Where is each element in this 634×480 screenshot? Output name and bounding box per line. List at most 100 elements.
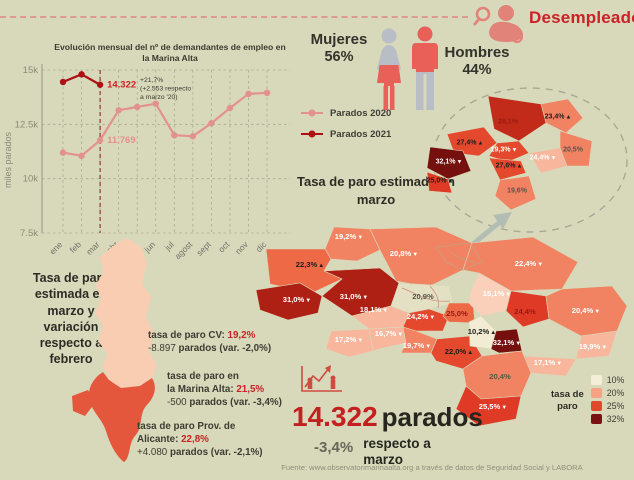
top-divider (0, 16, 468, 18)
trend-down-icon: ▼ (505, 292, 512, 298)
map-region-label: 28,1% (498, 118, 518, 126)
trend-up-icon: ▲ (565, 114, 572, 121)
map-region-label: 19,6% (507, 187, 527, 195)
legend-item: 32% (590, 414, 625, 424)
trend-down-icon: ▼ (556, 361, 563, 367)
trend-down-icon: ▼ (382, 308, 389, 314)
map-region (426, 146, 472, 180)
map-region-label: 16,7%▼ (374, 329, 404, 338)
trend-down-icon: ▼ (412, 252, 419, 258)
map-region-label: 17,1%▼ (533, 358, 563, 367)
map-region-label: 22,4%▼ (514, 259, 544, 268)
map-region-label: 20,9% (412, 292, 434, 302)
svg-text:a marzo '20): a marzo '20) (140, 94, 178, 101)
legend-swatch (590, 388, 602, 398)
legend-label: 32% (606, 414, 625, 424)
svg-text:10k: 10k (23, 174, 39, 185)
legend-swatch (590, 401, 602, 411)
legend-swatch (590, 414, 602, 424)
map-region-label: 15,1%▼ (482, 289, 512, 298)
map-region-label: 17,2%▼ (334, 335, 364, 344)
legend-swatch (590, 375, 602, 385)
map-region-label: 19,2%▼ (334, 232, 364, 241)
map-region (368, 326, 407, 352)
trend-down-icon: ▼ (429, 315, 436, 321)
svg-text:15k: 15k (23, 65, 39, 76)
legend-label: 10% (606, 375, 625, 385)
unemployment-chart-icon (301, 365, 342, 392)
map-region-label: 23,4%▲ (544, 113, 572, 121)
trend-down-icon: ▼ (537, 262, 544, 268)
map-color-legend: tasa de paro 10% 20% 25% 32% (551, 375, 624, 427)
map-region-label: 22,0%▲ (444, 347, 474, 356)
map-region-label: 22,3%▲ (295, 260, 325, 269)
trend-up-icon: ▲ (516, 163, 523, 170)
svg-text:7.5k: 7.5k (20, 228, 38, 239)
map-region (494, 175, 537, 211)
map-region-label: 27,6%▲ (495, 162, 523, 170)
map-region-label: 10,2%▲ (467, 327, 497, 336)
map-region-label: 24,4% (514, 307, 536, 317)
headline-value: 14.322 (292, 401, 378, 432)
map-region-label: 31,0%▼ (339, 292, 369, 301)
map-region-label: 19,9%▼ (578, 342, 608, 351)
map-region (455, 385, 522, 427)
map-region-label: 25,0%▲ (426, 177, 454, 185)
map-region-label: 24,2%▼ (406, 312, 436, 321)
headline-unit: parados (381, 402, 483, 432)
source-note: Fuente: www.observatorimarinaalta.org a … (281, 463, 583, 472)
trend-down-icon: ▼ (456, 159, 463, 166)
map-region-label: 25,5%▼ (478, 402, 508, 411)
chart-legend: Parados 2020 Parados 2021 (301, 106, 391, 148)
map-region (426, 171, 453, 194)
map-region (490, 328, 523, 354)
inset-map (426, 95, 593, 211)
trend-down-icon: ▼ (397, 332, 404, 338)
map-section-title: Tasa de paro estimada en marzo (297, 174, 455, 207)
trend-down-icon: ▼ (357, 235, 364, 241)
map-region-label: 20,8%▼ (389, 249, 419, 258)
trend-down-icon: ▼ (305, 298, 312, 304)
headline-delta: -3,4% (314, 439, 354, 456)
comunidad-valenciana-map (72, 238, 157, 462)
trend-down-icon: ▼ (511, 147, 518, 154)
map-region (462, 236, 579, 292)
page-title: Desempleados (529, 8, 634, 27)
map-region (575, 330, 618, 360)
trend-up-icon: ▲ (490, 330, 497, 336)
map-region (369, 226, 473, 288)
trend-down-icon: ▼ (501, 405, 508, 411)
legend-label: 25% (606, 401, 625, 411)
svg-text:14.322: 14.322 (107, 80, 136, 91)
map-region-label: 32,1%▼ (492, 338, 522, 347)
left-note: Tasa de paro estimada en marzo y variación r… (32, 271, 110, 367)
map-region-label: 20,5% (563, 146, 583, 154)
svg-text:12.5k: 12.5k (15, 119, 38, 130)
map-region (325, 328, 374, 358)
trend-down-icon: ▼ (425, 344, 432, 350)
stat-rate: 19,2% (224, 330, 256, 341)
svg-text:(+2.553 respecto: (+2.553 respecto (140, 86, 191, 93)
trend-down-icon: ▼ (362, 295, 369, 301)
map-legend-title: tasa de paro (551, 389, 584, 412)
map-region (487, 95, 547, 142)
map-region-label: 24,4%▼ (529, 154, 557, 162)
map-region (488, 157, 527, 181)
chart-legend-item: Parados 2020 (301, 106, 391, 120)
trend-down-icon: ▼ (550, 155, 557, 162)
stat-rate: 22,8% (178, 433, 209, 445)
chart-legend-item: Parados 2021 (301, 127, 391, 141)
female-label: Mujeres (310, 31, 368, 48)
female-percent: 56% (324, 49, 354, 65)
legend-item: 25% (590, 401, 625, 411)
marina-alta-map (255, 226, 628, 427)
chart-legend-label: Parados 2020 (330, 107, 392, 119)
map-legend-items: 10% 20% 25% 32% (590, 375, 625, 427)
trend-down-icon: ▼ (357, 338, 364, 344)
trend-up-icon: ▲ (477, 140, 484, 147)
headline-delta-note: respecto a marzo (363, 436, 431, 467)
chart-legend-label: Parados 2021 (330, 128, 392, 140)
legend-item: 20% (590, 388, 624, 398)
chart-title: Evolución mensual del nº de demandantes … (54, 42, 286, 64)
trend-down-icon: ▼ (601, 345, 608, 351)
